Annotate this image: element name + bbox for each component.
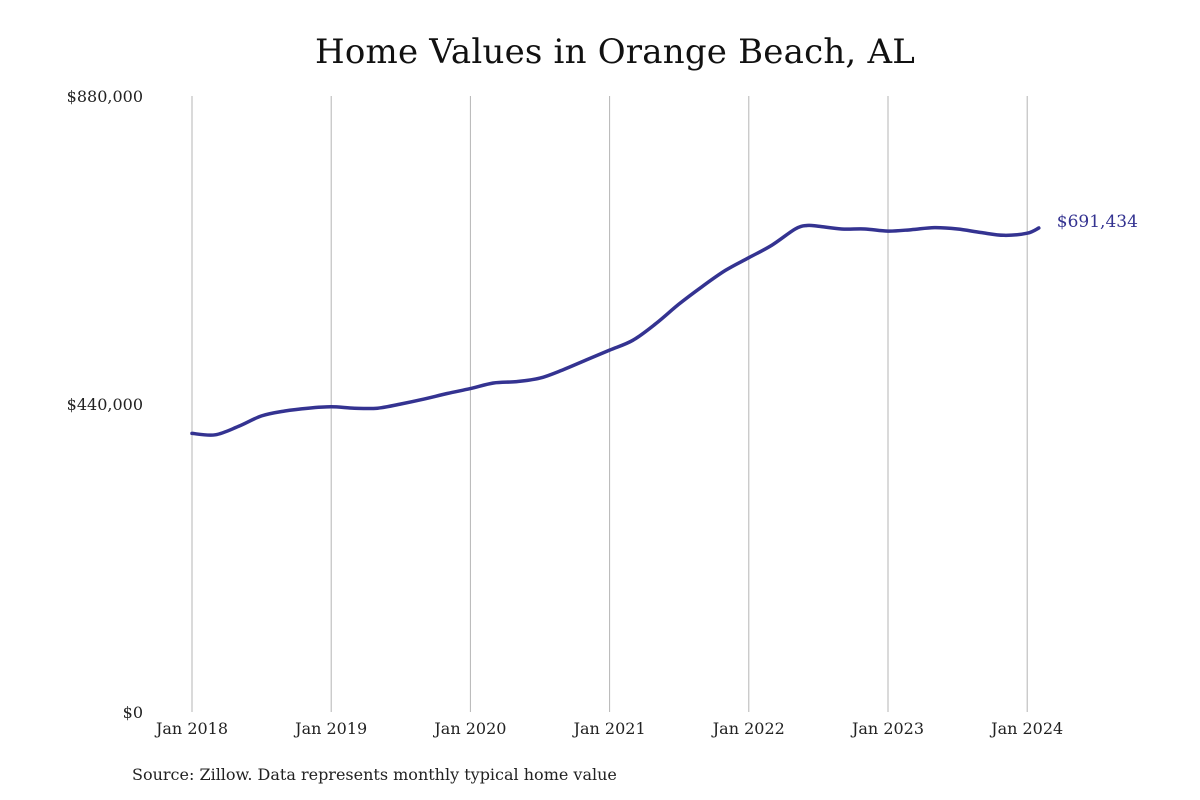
y-tick-label: $440,000 — [67, 395, 143, 414]
end-value-label: $691,434 — [1057, 212, 1138, 232]
series-layer — [190, 223, 1041, 437]
x-tick-label: Jan 2020 — [432, 719, 506, 738]
x-tick-label: Jan 2023 — [850, 719, 924, 738]
series-line — [190, 223, 1041, 437]
label-layer: $691,434 — [1057, 212, 1138, 232]
chart-title: Home Values in Orange Beach, AL — [315, 32, 915, 72]
x-tick-label: Jan 2018 — [154, 719, 228, 738]
x-tick-label: Jan 2022 — [711, 719, 785, 738]
y-tick-label: $880,000 — [67, 87, 143, 106]
source-note: Source: Zillow. Data represents monthly … — [132, 765, 617, 784]
x-tick-label: Jan 2019 — [293, 719, 367, 738]
grid-layer — [191, 96, 1028, 712]
x-tick-label: Jan 2024 — [989, 719, 1063, 738]
y-tick-label: $0 — [123, 703, 143, 722]
x-tick-label: Jan 2021 — [572, 719, 646, 738]
tick-layer: Jan 2018 Jan 2019 Jan 2020 Jan 2021 Jan 2022… — [67, 87, 1064, 738]
